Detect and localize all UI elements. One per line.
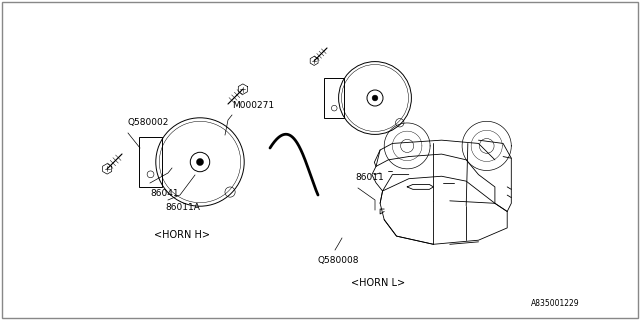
Circle shape — [372, 95, 378, 101]
Text: A835001229: A835001229 — [531, 299, 580, 308]
Circle shape — [196, 158, 204, 165]
Bar — [324, 78, 344, 118]
Text: Q580002: Q580002 — [128, 117, 170, 126]
Text: 86041: 86041 — [150, 188, 179, 197]
Text: M000271: M000271 — [232, 100, 274, 109]
Text: 86011: 86011 — [355, 173, 384, 182]
Bar — [139, 137, 163, 187]
Text: <HORN L>: <HORN L> — [351, 278, 405, 288]
Text: Q580008: Q580008 — [318, 255, 360, 265]
Text: <HORN H>: <HORN H> — [154, 230, 210, 240]
Text: 86011A: 86011A — [165, 204, 200, 212]
